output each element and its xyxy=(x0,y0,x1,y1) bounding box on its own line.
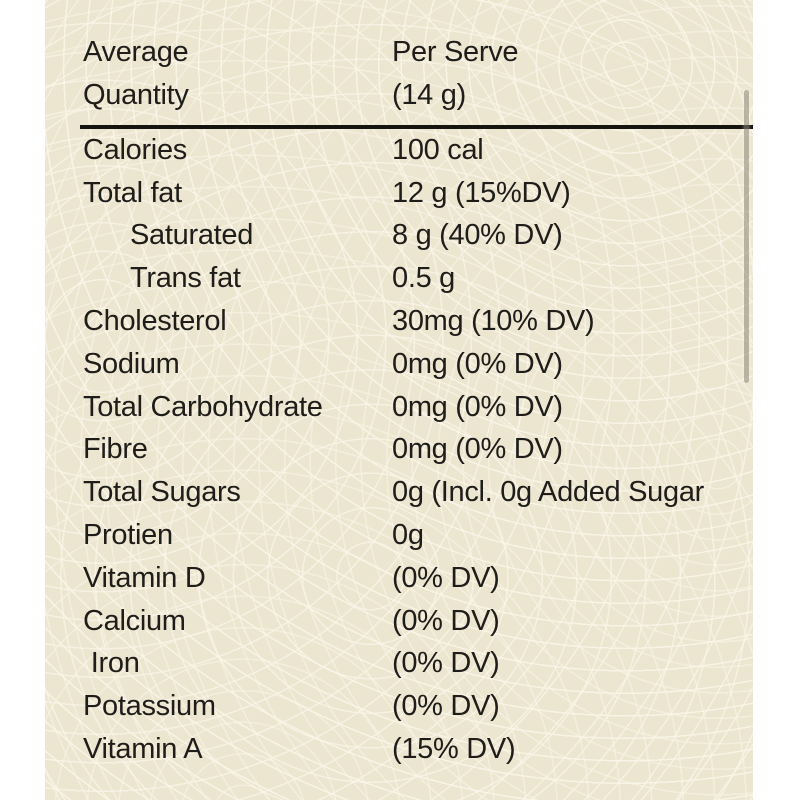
table-header: Average Quantity Per Serve (14 g) xyxy=(83,31,753,117)
nutrient-row: Total Sugars 0g (Incl. 0g Added Sugar xyxy=(83,471,753,514)
nutrient-name: Sodium xyxy=(83,347,180,380)
nutrient-value: (0% DV) xyxy=(392,604,500,637)
nutrient-row: Saturated 8 g (40% DV) xyxy=(83,215,753,258)
nutrient-row: Calcium (0% DV) xyxy=(83,600,753,643)
nutrient-value: 0mg (0% DV) xyxy=(392,433,563,466)
vertical-scrollbar-thumb[interactable] xyxy=(744,90,749,383)
nutrient-value: 0.5 g xyxy=(392,262,455,295)
nutrient-name: Total Carbohydrate xyxy=(83,390,323,423)
nutrient-value: 0g (Incl. 0g Added Sugar xyxy=(392,476,705,509)
header-col2-line2: (14 g) xyxy=(392,79,466,111)
nutrition-label: Average Quantity Per Serve (14 g) Calori… xyxy=(45,0,753,800)
nutrient-name: Total fat xyxy=(83,176,182,209)
nutrient-value: 8 g (40% DV) xyxy=(392,219,563,252)
nutrient-row: Vitamin A (15% DV) xyxy=(83,728,753,771)
nutrient-row: Vitamin D (0% DV) xyxy=(83,557,753,600)
nutrient-row: Calories 100 cal xyxy=(83,129,753,172)
nutrient-row: Sodium 0mg (0% DV) xyxy=(83,343,753,386)
nutrient-value: 30mg (10% DV) xyxy=(392,305,595,338)
nutrient-name: Vitamin D xyxy=(83,561,206,594)
header-col1-line2: Quantity xyxy=(83,79,189,111)
nutrient-row: Total Carbohydrate 0mg (0% DV) xyxy=(83,386,753,429)
header-average-quantity: Average Quantity xyxy=(83,31,392,117)
nutrient-row: Trans fat 0.5 g xyxy=(83,257,753,300)
nutrient-name: Potassium xyxy=(83,690,216,723)
nutrient-name: Cholesterol xyxy=(83,305,227,338)
nutrient-value: 0g xyxy=(392,519,424,552)
nutrient-value: (0% DV) xyxy=(392,690,500,723)
nutrient-value: 12 g (15%DV) xyxy=(392,176,571,209)
nutrient-name: Calories xyxy=(83,133,187,166)
nutrient-name: Total Sugars xyxy=(83,476,241,509)
nutrient-row: Total fat 12 g (15%DV) xyxy=(83,172,753,215)
nutrient-value: 0mg (0% DV) xyxy=(392,347,563,380)
nutrient-row: Protien 0g xyxy=(83,514,753,557)
nutrition-table: Average Quantity Per Serve (14 g) Calori… xyxy=(45,0,753,800)
nutrient-name: Iron xyxy=(83,647,140,680)
nutrient-row: Fibre 0mg (0% DV) xyxy=(83,429,753,472)
nutrient-row: Potassium (0% DV) xyxy=(83,685,753,728)
nutrient-value: (15% DV) xyxy=(392,733,516,766)
header-col2-line1: Per Serve xyxy=(392,36,519,68)
nutrient-name: Calcium xyxy=(83,604,186,637)
nutrient-value: 0mg (0% DV) xyxy=(392,390,563,423)
nutrient-name: Saturated xyxy=(130,219,254,252)
nutrient-name: Protien xyxy=(83,519,173,552)
nutrient-value: 100 cal xyxy=(392,133,484,166)
header-divider-rule xyxy=(80,125,753,129)
nutrient-row: Cholesterol 30mg (10% DV) xyxy=(83,300,753,343)
nutrient-name: Trans fat xyxy=(130,262,241,295)
nutrient-value: (0% DV) xyxy=(392,647,500,680)
nutrient-name: Fibre xyxy=(83,433,148,466)
nutrient-row: Iron (0% DV) xyxy=(83,643,753,686)
nutrient-rows: Calories 100 cal Total fat 12 g (15%DV) … xyxy=(83,129,753,771)
nutrient-value: (0% DV) xyxy=(392,561,500,594)
header-col1-line1: Average xyxy=(83,36,189,68)
header-per-serve: Per Serve (14 g) xyxy=(392,31,753,117)
nutrient-name: Vitamin A xyxy=(83,733,203,766)
